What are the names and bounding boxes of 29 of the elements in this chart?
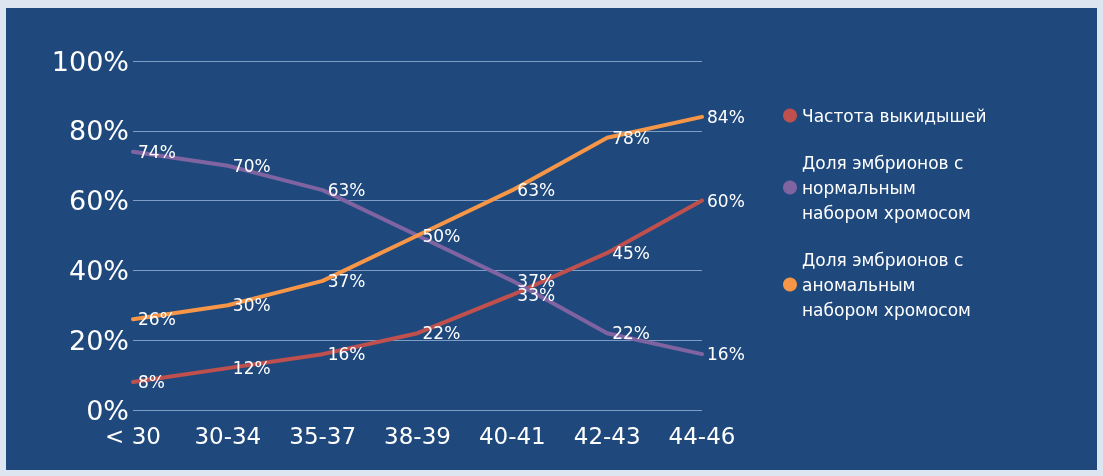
data-label: 30%	[232, 295, 271, 316]
y-tick-label: 20%	[68, 324, 129, 356]
data-label: 22%	[422, 323, 461, 344]
data-label: 70%	[232, 155, 271, 176]
y-tick-label: 100%	[51, 45, 129, 77]
legend-label: Частота выкидышей	[802, 105, 987, 126]
x-tick-label: 38-39	[384, 422, 451, 449]
data-label: 50%	[422, 225, 461, 246]
data-label: 16%	[327, 344, 366, 365]
x-tick-label: 40-41	[478, 422, 546, 449]
data-label: 74%	[138, 141, 176, 162]
data-label: 45%	[612, 242, 650, 263]
data-label: 63%	[517, 180, 556, 201]
data-label: 84%	[707, 106, 745, 127]
legend-label: Доля эмбрионов с аномальным набором хромосом	[802, 249, 971, 320]
data-label: 37%	[327, 270, 366, 291]
data-label: 63%	[327, 180, 366, 201]
x-tick-label: 30-34	[194, 422, 262, 449]
data-label: 60%	[707, 190, 745, 211]
y-tick-label: 60%	[68, 185, 129, 217]
x-tick-label: 35-37	[289, 422, 357, 449]
legend-label: Доля эмбрионов с нормальным набором хромосом	[802, 152, 971, 223]
y-tick-label: 80%	[68, 115, 129, 147]
x-tick-label: 42-43	[573, 422, 641, 449]
data-label: 16%	[707, 344, 745, 365]
y-tick-label: 40%	[68, 254, 129, 286]
data-label: 78%	[612, 127, 650, 148]
x-tick-label: 44-46	[668, 422, 736, 449]
data-label: 22%	[612, 323, 650, 344]
